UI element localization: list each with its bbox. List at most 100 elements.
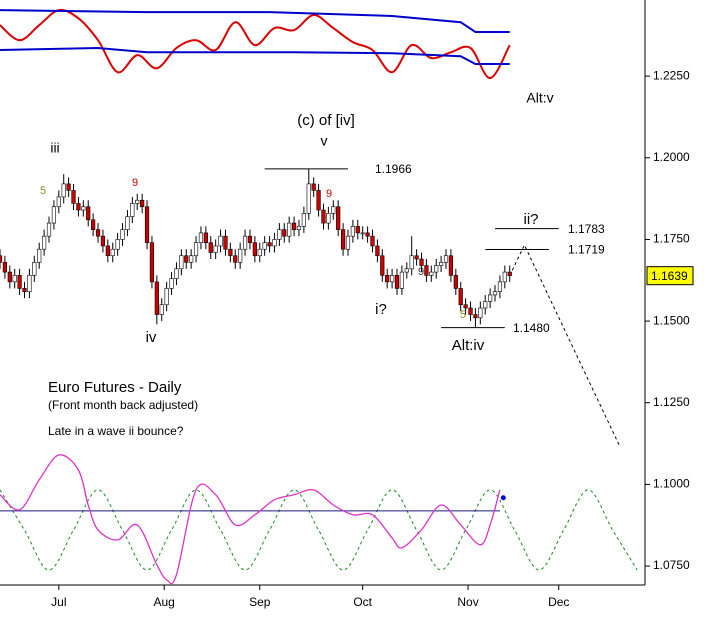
level-label: 1.1783 — [568, 222, 605, 236]
candle-body — [115, 239, 120, 250]
x-tick-label: Nov — [457, 595, 478, 609]
candle-body — [458, 288, 463, 306]
candle-body — [247, 235, 253, 243]
y-tick-label: 1.1750 — [653, 232, 690, 246]
annotation: 9 — [418, 266, 424, 278]
candle-body — [2, 261, 8, 273]
candle-body — [414, 255, 419, 260]
annotation: i? — [375, 301, 387, 318]
annotation: v — [321, 133, 328, 149]
candle-body — [291, 222, 297, 230]
overlay-line — [509, 243, 621, 448]
annotation: Alt:v — [526, 90, 553, 106]
candle-body — [419, 258, 424, 266]
annotation: iii — [50, 140, 59, 156]
candle-body — [394, 275, 400, 289]
level-label: 1.1719 — [568, 243, 605, 257]
candle-body — [375, 245, 380, 257]
x-tick-label: Dec — [548, 595, 569, 609]
overlay-line — [0, 46, 510, 65]
y-tick-label: 1.1250 — [653, 395, 690, 409]
candle-body — [164, 288, 169, 306]
annotation: 9 — [132, 177, 138, 189]
marker-dot — [500, 495, 506, 501]
candle-body — [478, 307, 483, 319]
candle-body — [51, 206, 57, 224]
candle-body — [262, 242, 267, 250]
candle-body — [257, 248, 262, 257]
candle-body — [355, 226, 360, 234]
candle-body — [502, 271, 507, 283]
candle-body — [340, 229, 346, 250]
x-tick-label: Sep — [249, 595, 271, 609]
candle-body — [434, 265, 439, 273]
candle-body — [42, 235, 47, 250]
candle-body — [174, 268, 179, 279]
candle-body — [120, 229, 125, 240]
y-tick-label: 1.2250 — [653, 68, 690, 82]
candle-body — [404, 268, 409, 273]
candle-body — [429, 271, 434, 276]
candle-body — [316, 190, 321, 211]
y-tick-label: 1.2000 — [653, 150, 690, 164]
candle-body — [12, 275, 17, 283]
annotation: ii? — [523, 211, 538, 228]
candle-body — [37, 248, 42, 263]
candle-body — [238, 248, 243, 263]
y-tick-label: 1.1000 — [653, 477, 690, 491]
candle-body — [46, 222, 52, 237]
candle-body — [56, 196, 61, 208]
candle-body — [389, 275, 395, 283]
chart-title: Euro Futures - Daily — [48, 379, 182, 396]
overlay-line — [0, 489, 638, 571]
candle-body — [326, 212, 331, 224]
candle-body — [439, 261, 444, 266]
candle-body — [203, 232, 208, 243]
last-price-label: 1.1639 — [651, 269, 688, 283]
candle-body — [399, 271, 404, 289]
x-tick-label: Jul — [51, 595, 66, 609]
chart-subtitle: (Front month back adjusted) — [48, 398, 198, 412]
candle-body — [282, 229, 287, 237]
candle-body — [287, 222, 292, 237]
candle-body — [448, 255, 454, 276]
candle-body — [453, 275, 458, 289]
candle-body — [17, 275, 22, 289]
candle-body — [184, 255, 189, 263]
last-price-box — [646, 266, 694, 286]
candle-body — [7, 271, 12, 283]
annotation: Alt:iv — [452, 337, 485, 354]
candle-body — [365, 232, 370, 237]
candle-body — [228, 248, 233, 257]
candle-body — [311, 183, 316, 191]
x-tick-label: Oct — [353, 595, 372, 609]
candle-body — [179, 255, 184, 270]
candle-body — [345, 235, 351, 250]
candle-body — [350, 226, 355, 237]
candle-body — [370, 235, 375, 247]
candle-body — [233, 255, 238, 263]
annotation: 9 — [326, 188, 332, 200]
candle-body — [492, 291, 498, 296]
annotation: iv — [146, 329, 157, 346]
candle-body — [424, 265, 429, 276]
candle-body — [223, 235, 228, 250]
candle-body — [159, 304, 164, 315]
overlay-line — [0, 454, 501, 585]
candle-body — [208, 242, 213, 253]
candle-body — [385, 275, 390, 283]
candle-body — [483, 301, 488, 309]
candle-body — [473, 314, 478, 319]
candle-body — [149, 242, 155, 283]
x-tick-label: Aug — [154, 595, 175, 609]
candle-body — [242, 235, 248, 250]
candle-body — [468, 307, 473, 315]
candle-body — [267, 242, 272, 247]
candle-body — [507, 271, 512, 276]
candle-body — [198, 232, 204, 243]
annotation: (c) of [iv] — [297, 112, 355, 129]
candle-body — [463, 304, 468, 309]
y-tick-label: 1.1500 — [653, 313, 690, 327]
